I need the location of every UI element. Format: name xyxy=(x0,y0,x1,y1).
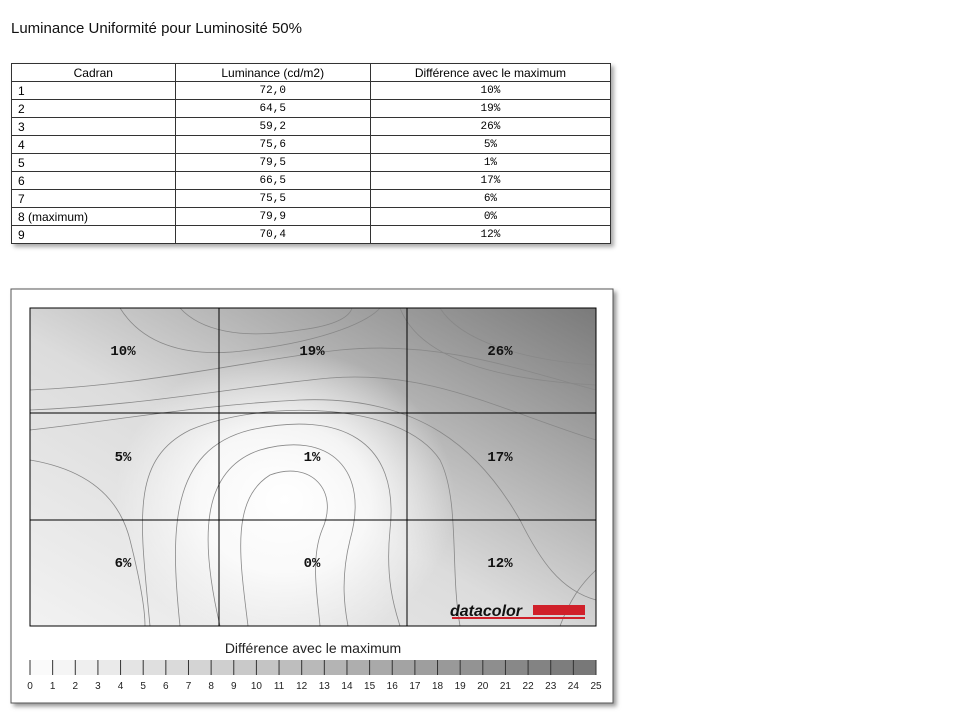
legend-swatch xyxy=(256,660,280,675)
table-cell: 12% xyxy=(369,225,612,244)
legend-swatch xyxy=(75,660,98,675)
table-cell: 70,4 xyxy=(174,225,371,244)
table-cell: 8 (maximum) xyxy=(11,207,176,226)
table-cell: 59,2 xyxy=(174,117,371,136)
cell-label: 1% xyxy=(304,450,321,466)
legend-swatch xyxy=(505,660,529,675)
table-row: 6 66,5 17% xyxy=(11,171,612,190)
legend-label: 2 xyxy=(72,681,78,692)
title: Luminance Uniformité pour Luminosité 50% xyxy=(11,20,302,37)
legend-label: 9 xyxy=(231,681,237,692)
legend-label: 23 xyxy=(545,681,557,692)
legend-swatch xyxy=(414,660,438,675)
legend-swatch xyxy=(550,660,574,675)
legend-label: 19 xyxy=(455,681,467,692)
column-header: Différence avec le maximum xyxy=(369,63,612,82)
legend-swatch xyxy=(30,660,53,675)
legend-label: 7 xyxy=(186,681,192,692)
legend-label: 24 xyxy=(568,681,580,692)
legend-swatch xyxy=(165,660,189,675)
legend-label: 22 xyxy=(523,681,535,692)
legend-swatch xyxy=(188,660,212,675)
legend-swatch xyxy=(528,660,551,675)
cell-label: 5% xyxy=(115,450,132,466)
legend-label: 10 xyxy=(251,681,263,692)
cell-label: 0% xyxy=(304,556,321,572)
table-row: 9 70,4 12% xyxy=(11,225,612,244)
table: Cadran Luminance (cd/m2) Différence avec l… xyxy=(11,63,612,244)
legend-label: 5 xyxy=(140,681,146,692)
table-cell: 6% xyxy=(369,189,612,208)
legend-swatch xyxy=(301,660,325,675)
legend-title: Différence avec le maximum xyxy=(225,640,401,656)
header-row: Cadran Luminance (cd/m2) Différence avec l… xyxy=(11,63,612,82)
legend-swatch xyxy=(279,660,302,675)
cell-label: 19% xyxy=(299,344,325,360)
legend-swatch xyxy=(437,660,461,675)
legend-label: 0 xyxy=(27,681,33,692)
cell-label: 6% xyxy=(115,556,132,572)
plot-border xyxy=(29,307,597,627)
legend-label: 4 xyxy=(118,681,124,692)
legend-label: 18 xyxy=(432,681,444,692)
legend-label: 21 xyxy=(500,681,512,692)
logo-bar xyxy=(533,605,585,615)
legend-label: 12 xyxy=(296,681,308,692)
column-header: Luminance (cd/m2) xyxy=(174,63,371,82)
column-header: Cadran xyxy=(11,63,176,82)
legend-label: 11 xyxy=(274,681,285,692)
logo: datacolor xyxy=(450,603,523,620)
legend-swatch xyxy=(324,660,347,675)
legend-swatch xyxy=(392,660,415,675)
legend-label: 6 xyxy=(163,681,169,692)
table-row: 5 79,5 1% xyxy=(11,153,612,172)
legend-swatch xyxy=(52,660,76,675)
legend-swatch xyxy=(573,660,596,675)
cell-label: 12% xyxy=(487,556,513,572)
legend-swatch xyxy=(143,660,166,675)
legend-label: 14 xyxy=(341,681,353,692)
legend-label: 20 xyxy=(477,681,489,692)
table-cell: 5% xyxy=(369,135,612,154)
legend-label: 17 xyxy=(409,681,421,692)
legend-label: 16 xyxy=(387,681,399,692)
cell-label: 17% xyxy=(487,450,513,466)
table-cell: 75,5 xyxy=(174,189,371,208)
legend-swatch xyxy=(346,660,370,675)
table-row: 4 75,6 5% xyxy=(11,135,612,154)
legend-label: 25 xyxy=(590,681,602,692)
table-row: 7 75,5 6% xyxy=(11,189,612,208)
legend-label: 15 xyxy=(364,681,376,692)
legend-label: 1 xyxy=(50,681,56,692)
bright-zone xyxy=(115,350,455,650)
legend-swatch xyxy=(120,660,144,675)
legend-label: 8 xyxy=(208,681,214,692)
legend-swatch xyxy=(211,660,234,675)
cell-label: 10% xyxy=(110,344,136,360)
grid xyxy=(30,308,596,626)
table-row: 2 64,5 19% xyxy=(11,99,612,118)
cell-label: 26% xyxy=(487,344,513,360)
legend-swatch xyxy=(460,660,483,675)
legend-swatch xyxy=(233,660,257,675)
table-row: 1 72,0 10% xyxy=(11,81,612,100)
legend-label: 13 xyxy=(319,681,331,692)
legend-label: 3 xyxy=(95,681,101,692)
legend-swatch xyxy=(369,660,393,675)
legend-swatch xyxy=(482,660,506,675)
legend-swatch xyxy=(97,660,121,675)
